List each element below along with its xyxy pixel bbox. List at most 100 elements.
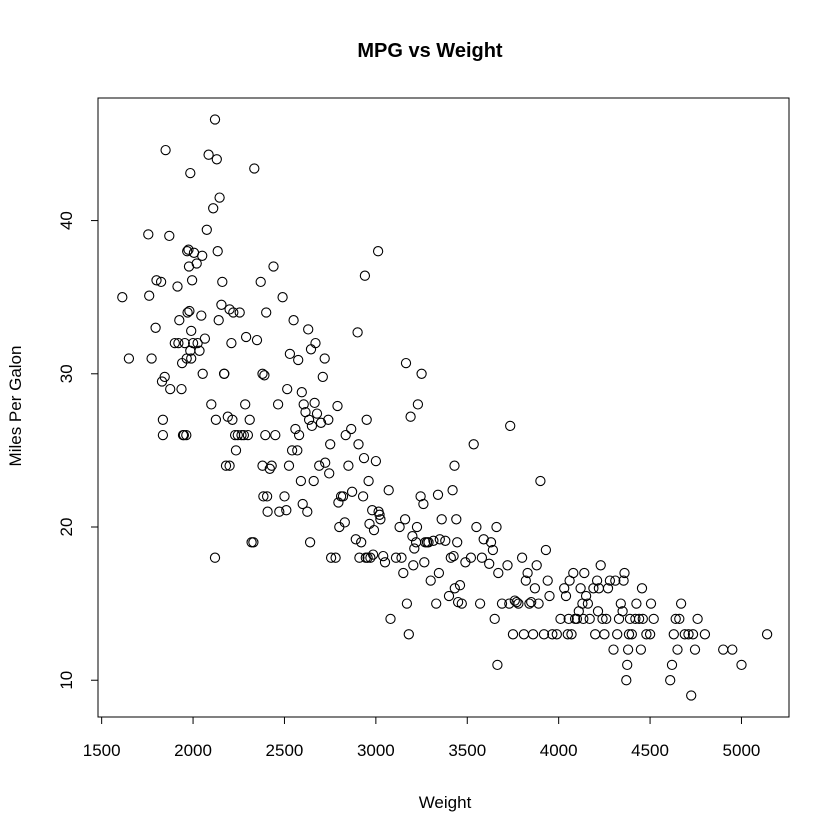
data-point: [571, 613, 583, 625]
data-point: [509, 595, 520, 606]
data-point: [242, 429, 254, 441]
data-point: [216, 299, 227, 310]
data-point: [454, 580, 466, 591]
data-point: [686, 690, 697, 701]
data-point: [405, 411, 416, 422]
data-point: [262, 506, 273, 517]
data-point: [379, 557, 391, 568]
data-point: [502, 560, 513, 571]
data-point: [507, 629, 519, 640]
data-point: [339, 517, 350, 528]
data-point: [408, 560, 419, 571]
data-point: [143, 229, 154, 240]
data-point: [416, 368, 427, 379]
data-point: [618, 575, 629, 586]
data-point: [584, 613, 595, 625]
data-point: [209, 114, 221, 125]
data-point: [144, 290, 155, 301]
data-point: [303, 324, 314, 335]
data-point: [496, 598, 508, 609]
data-point: [209, 552, 221, 563]
data-point: [365, 552, 376, 563]
data-point: [601, 613, 612, 625]
data-point: [311, 408, 323, 419]
data-point: [212, 246, 223, 257]
data-point: [555, 613, 566, 625]
data-point: [297, 498, 308, 510]
data-point: [319, 353, 330, 364]
y-tick-label: 20: [57, 518, 76, 537]
data-point: [635, 644, 647, 655]
data-point: [637, 613, 648, 625]
data-point: [428, 535, 439, 546]
data-point: [292, 445, 303, 456]
data-point: [325, 439, 336, 450]
data-point: [529, 583, 541, 594]
data-point: [187, 337, 199, 349]
x-tick-label: 2500: [266, 741, 304, 760]
data-point: [172, 281, 183, 292]
data-point: [240, 331, 252, 343]
data-point: [375, 514, 386, 525]
data-point: [374, 509, 385, 520]
data-point: [544, 590, 555, 602]
data-point: [182, 246, 193, 257]
data-point: [448, 550, 459, 562]
data-point: [314, 460, 325, 471]
data-point: [403, 629, 414, 640]
data-point: [174, 315, 185, 326]
data-point: [604, 575, 616, 586]
data-point: [636, 583, 648, 594]
data-point: [412, 399, 424, 410]
data-point: [346, 486, 358, 497]
data-point: [268, 261, 279, 272]
x-tick-label: 1500: [83, 741, 121, 760]
data-point: [425, 575, 436, 586]
data-point: [224, 460, 235, 471]
data-point: [687, 629, 699, 640]
data-point: [492, 659, 503, 671]
data-point: [398, 567, 409, 579]
data-point: [449, 460, 460, 471]
data-point: [249, 163, 260, 174]
data-point: [372, 246, 384, 257]
data-point: [679, 629, 690, 640]
data-point: [718, 644, 729, 655]
data-point: [146, 353, 157, 364]
data-point: [407, 531, 418, 542]
data-point: [210, 414, 222, 425]
data-point: [240, 399, 251, 410]
data-point: [260, 429, 271, 441]
data-point: [173, 337, 184, 349]
data-point: [394, 521, 405, 533]
data-point: [340, 429, 351, 441]
data-point: [566, 629, 577, 640]
data-point: [542, 575, 553, 586]
data-point: [612, 629, 623, 640]
data-point: [325, 552, 337, 563]
data-point: [244, 414, 255, 425]
data-point: [290, 423, 301, 435]
data-point: [184, 305, 195, 317]
data-point: [255, 276, 266, 288]
data-point: [333, 497, 344, 508]
data-point: [597, 613, 608, 625]
data-point: [533, 598, 544, 609]
data-point: [396, 552, 407, 563]
data-point: [622, 659, 633, 671]
data-point: [337, 491, 349, 502]
data-point: [591, 575, 603, 586]
data-point: [617, 606, 628, 617]
data-point: [164, 230, 175, 242]
data-point: [288, 315, 299, 326]
data-point: [214, 192, 225, 203]
data-point: [575, 583, 586, 594]
data-point: [599, 629, 610, 640]
data-point: [266, 460, 277, 471]
data-point: [670, 613, 681, 625]
data-point: [478, 534, 489, 545]
data-point: [186, 275, 198, 286]
data-point: [579, 567, 590, 579]
data-point: [432, 489, 444, 500]
data-point: [160, 144, 171, 156]
